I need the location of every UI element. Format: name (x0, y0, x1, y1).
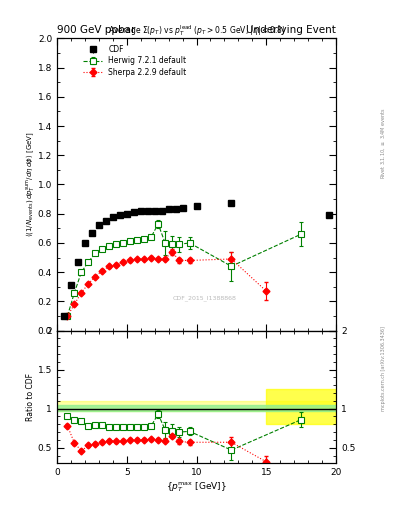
X-axis label: $\{p_T^{\rm max}$ [GeV]$\}$: $\{p_T^{\rm max}$ [GeV]$\}$ (166, 480, 227, 494)
Y-axis label: $\langle(1/N_{\rm events})\, dp_T^{\rm sum}/d\eta\, d\phi\rangle$ [GeV]: $\langle(1/N_{\rm events})\, dp_T^{\rm s… (24, 132, 37, 238)
Text: 900 GeV ppbar: 900 GeV ppbar (57, 25, 135, 35)
Bar (57, 401, 336, 411)
Text: Underlying Event: Underlying Event (246, 25, 336, 35)
Text: CDF_2015_I1388868: CDF_2015_I1388868 (173, 295, 237, 302)
Text: mcplots.cern.ch [arXiv:1306.3436]: mcplots.cern.ch [arXiv:1306.3436] (381, 326, 386, 411)
Text: Rivet 3.1.10, $\geq$ 3.4M events: Rivet 3.1.10, $\geq$ 3.4M events (379, 108, 387, 179)
Legend: CDF, Herwig 7.2.1 default, Sherpa 2.2.9 default: CDF, Herwig 7.2.1 default, Sherpa 2.2.9 … (80, 42, 190, 80)
Bar (57, 405, 336, 411)
Y-axis label: Ratio to CDF: Ratio to CDF (26, 373, 35, 421)
Title: Average $\Sigma(p_T)$ vs $p_T^{\rm lead}$ ($p_T > 0.5$ GeV, $|\eta| < 0.8$): Average $\Sigma(p_T)$ vs $p_T^{\rm lead}… (108, 24, 285, 38)
Bar (266, 389, 336, 424)
